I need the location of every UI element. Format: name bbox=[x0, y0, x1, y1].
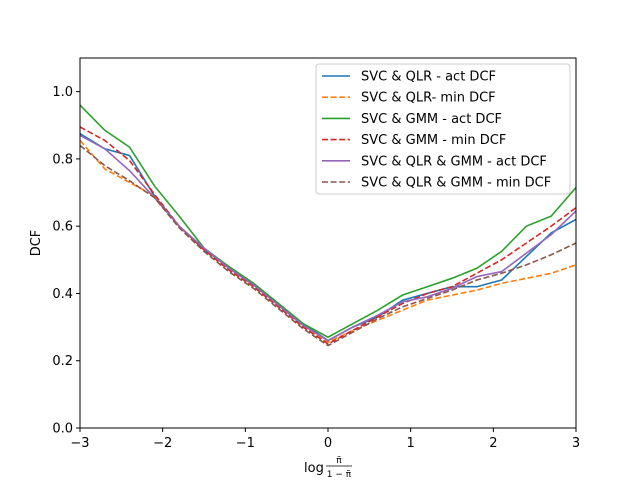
y-tick-label: 0.2 bbox=[52, 354, 73, 369]
x-axis-label-log: log bbox=[304, 461, 324, 476]
legend-label-1: SVC & QLR - act DCF bbox=[361, 70, 496, 85]
legend: SVC & QLR - act DCF SVC & QLR- min DCF SVC… bbox=[315, 63, 571, 195]
legend-label-4: SVC & GMM - min DCF bbox=[361, 133, 506, 148]
legend-box bbox=[315, 63, 571, 195]
x-tick-label: 0 bbox=[324, 436, 332, 451]
x-axis-label-denominator: 1 − π̃ bbox=[327, 470, 352, 480]
x-axis-label-numerator: π̃ bbox=[336, 456, 342, 466]
x-tick-label: 1 bbox=[407, 436, 415, 451]
y-tick-label: 0.6 bbox=[52, 220, 73, 235]
legend-label-2: SVC & QLR- min DCF bbox=[361, 91, 496, 106]
x-tick-label: −2 bbox=[153, 436, 172, 451]
x-tick-label: −3 bbox=[70, 436, 89, 451]
y-axis-label: DCF bbox=[29, 230, 44, 257]
x-tick-label: 3 bbox=[572, 436, 580, 451]
y-tick-label: 0.4 bbox=[52, 287, 73, 302]
y-axis-ticks: 0.0 0.2 0.4 0.6 0.8 1.0 bbox=[52, 85, 80, 437]
series-line-3 bbox=[80, 104, 576, 339]
series-line-4 bbox=[80, 126, 576, 345]
y-tick-label: 0.8 bbox=[52, 152, 73, 167]
y-tick-label: 0.0 bbox=[52, 422, 73, 437]
series-line-6 bbox=[80, 144, 576, 347]
legend-label-6: SVC & QLR & GMM - min DCF bbox=[361, 176, 551, 191]
x-axis-ticks: −3 −2 −1 0 1 2 3 bbox=[70, 428, 580, 451]
y-tick-label: 1.0 bbox=[52, 85, 73, 100]
x-tick-label: 2 bbox=[489, 436, 497, 451]
x-axis-label: log π̃ 1 − π̃ bbox=[304, 456, 352, 480]
legend-label-3: SVC & GMM - act DCF bbox=[361, 112, 502, 127]
x-tick-label: −1 bbox=[236, 436, 255, 451]
legend-label-5: SVC & QLR & GMM - act DCF bbox=[361, 154, 547, 169]
series-layer bbox=[80, 104, 576, 347]
